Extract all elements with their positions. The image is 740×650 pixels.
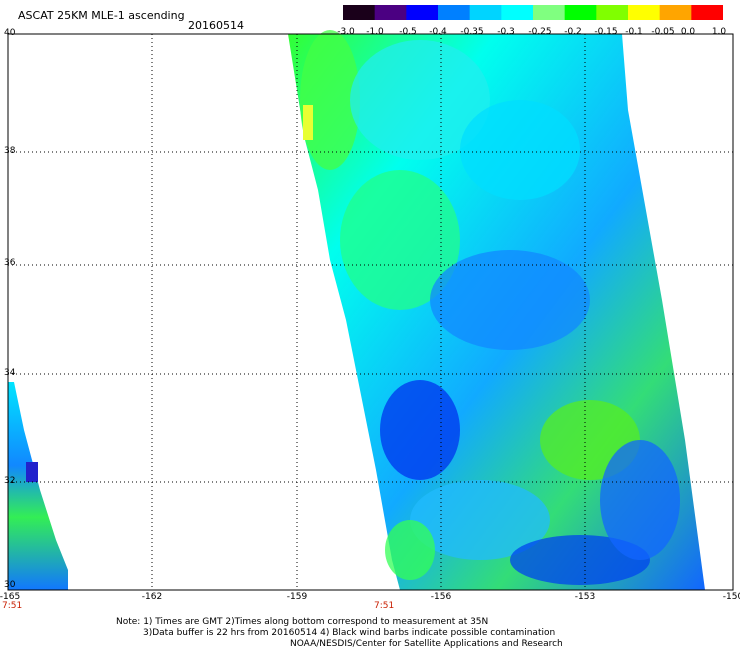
swath-texture <box>410 480 550 560</box>
cbar-label: -0.25 <box>528 27 552 37</box>
cbar-label: -0.15 <box>594 27 618 37</box>
swath-texture <box>300 30 360 170</box>
cbar-label: -0.5 <box>399 27 417 37</box>
cbar-label: -3.0 <box>337 27 355 37</box>
cbar-label: -1.0 <box>366 27 384 37</box>
swath-texture <box>26 462 38 482</box>
cbar-label: -0.05 <box>651 27 675 37</box>
colorbar-segment <box>469 5 502 20</box>
cbar-label: 1.0 <box>711 27 727 37</box>
swath-texture <box>380 380 460 480</box>
colorbar-segment <box>659 5 692 20</box>
note-line-2: 3)Data buffer is 22 hrs from 20160514 4)… <box>143 628 556 638</box>
lon-label-159: -159 <box>286 592 308 602</box>
colorbar-segment <box>343 5 376 20</box>
map-frame <box>7 33 734 591</box>
swath-left <box>8 382 68 590</box>
swath-texture <box>510 535 650 585</box>
colorbar-segment <box>406 5 439 20</box>
lon-label-153: -153 <box>574 592 596 602</box>
lon-label-165: -165 <box>0 592 21 602</box>
cbar-label: -0.4 <box>429 27 447 37</box>
lon-label-150: -150 <box>722 592 740 602</box>
swath-texture <box>385 520 435 580</box>
swath-texture <box>460 100 580 200</box>
lat-label-32: 32 <box>4 476 16 486</box>
note-line-3: NOAA/NESDIS/Center for Satellite Applica… <box>290 639 563 649</box>
map-title: ASCAT 25KM MLE-1 ascending <box>18 9 185 22</box>
note-line-1: Note: 1) Times are GMT 2)Times along bot… <box>116 617 489 627</box>
colorbar-labels: -3.0 -1.0 -0.5 -0.4 -0.35 -0.3 -0.25 -0.… <box>337 27 728 38</box>
colorbar-segment <box>533 5 566 20</box>
lat-label-36: 36 <box>4 258 16 268</box>
swath-texture <box>600 440 680 560</box>
colorbar-segment <box>374 5 407 20</box>
cbar-label: -0.2 <box>564 27 582 37</box>
time-label-left: 7:51 <box>2 601 23 611</box>
colorbar-segment <box>501 5 534 20</box>
swath-texture <box>303 105 313 140</box>
lat-label-34: 34 <box>4 368 16 378</box>
swath-texture <box>350 40 490 160</box>
cbar-label: -0.3 <box>497 27 515 37</box>
cbar-label: -0.1 <box>625 27 643 37</box>
lon-label-156: -156 <box>430 592 452 602</box>
swath-texture <box>340 170 460 310</box>
colorbar-segment <box>691 5 723 20</box>
lat-label-38: 38 <box>4 146 16 156</box>
lon-label-162: -162 <box>141 592 163 602</box>
cbar-label: 0.0 <box>680 27 696 37</box>
lat-label-40: 40 <box>4 28 16 38</box>
colorbar-segment <box>596 5 629 20</box>
colorbar-segment <box>628 5 661 20</box>
colorbar-segment <box>564 5 597 20</box>
lat-label-30: 30 <box>4 580 16 590</box>
swath-texture <box>430 250 590 350</box>
cbar-label: -0.35 <box>460 27 484 37</box>
map-date: 20160514 <box>188 19 244 32</box>
time-label-right: 7:51 <box>374 601 395 611</box>
colorbar-segment <box>438 5 471 20</box>
colorbar <box>343 5 723 20</box>
